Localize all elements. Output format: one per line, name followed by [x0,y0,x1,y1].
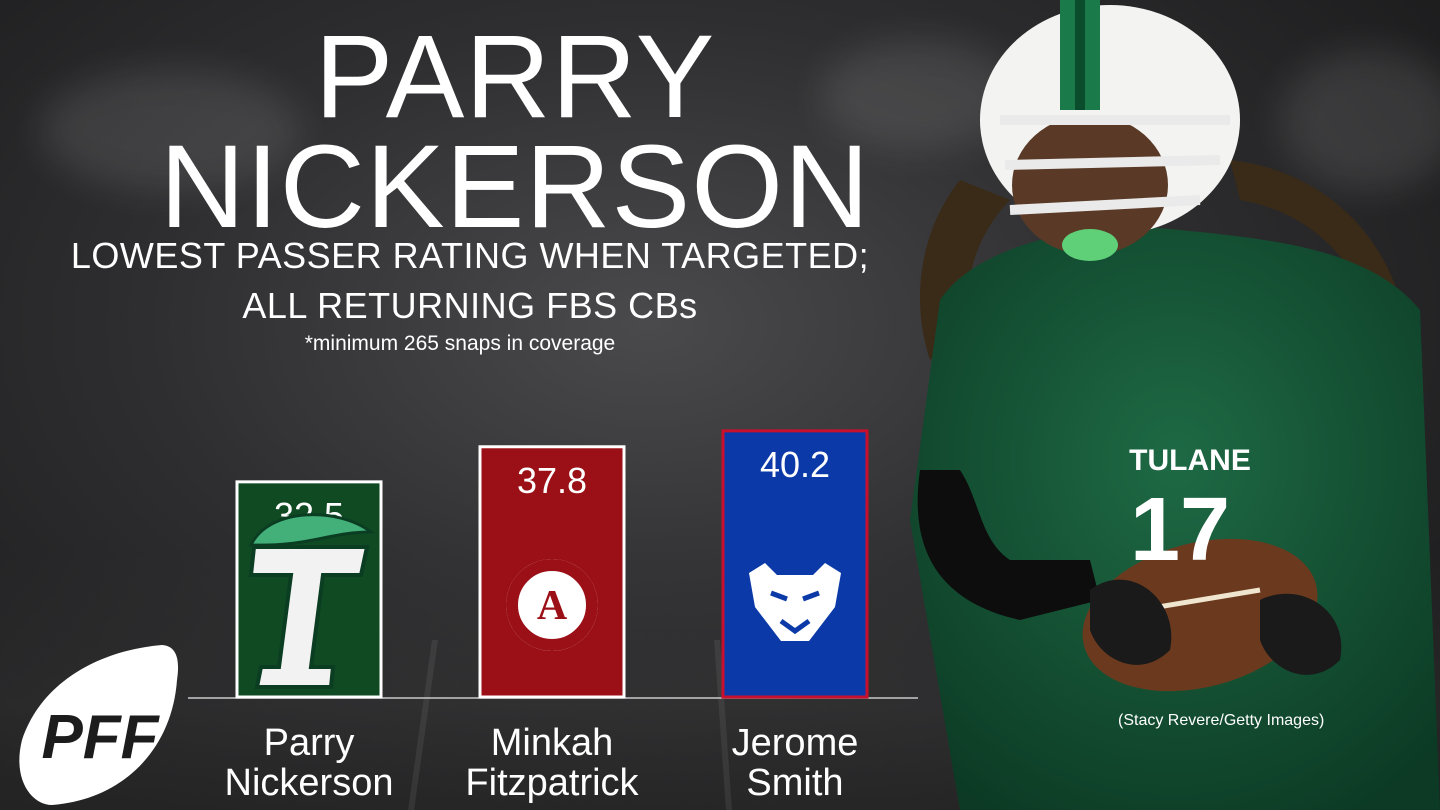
headline-line-2: NICKERSON [159,121,871,253]
stadium-light-right [1280,50,1440,190]
category-label: Smith [746,762,843,804]
bar-value-label: 37.8 [517,460,587,501]
category-label: Parry [264,722,355,764]
player-photo: TULANE 17 [910,0,1440,810]
subtitle-line-1: LOWEST PASSER RATING WHEN TARGETED; [70,235,870,276]
alabama-a-letter: A [537,583,568,629]
subtitle-line-2: ALL RETURNING FBS CBs [242,285,698,326]
pff-logo-text: PFF [41,703,160,772]
jersey-lettering: TULANE [1129,444,1251,477]
tulane-green-wave-logo [248,513,376,689]
category-label: Nickerson [225,762,394,804]
stadium-light-left [40,70,300,190]
footnote: *minimum 265 snaps in coverage [304,332,616,355]
bar-value-label: 40.2 [760,444,830,485]
alabama-crimson-tide-logo: A [506,559,598,651]
category-label: Fitzpatrick [465,762,639,804]
category-label: Minkah [491,722,614,764]
georgia-state-panthers-logo [749,563,841,641]
bar [721,429,869,699]
svg-text:17: 17 [1130,480,1230,580]
headline-line-1: PARRY [314,11,716,143]
pff-logo: PFF [19,645,179,805]
category-label: Jerome [732,722,859,764]
photo-credit: (Stacy Revere/Getty Images) [1118,712,1325,729]
